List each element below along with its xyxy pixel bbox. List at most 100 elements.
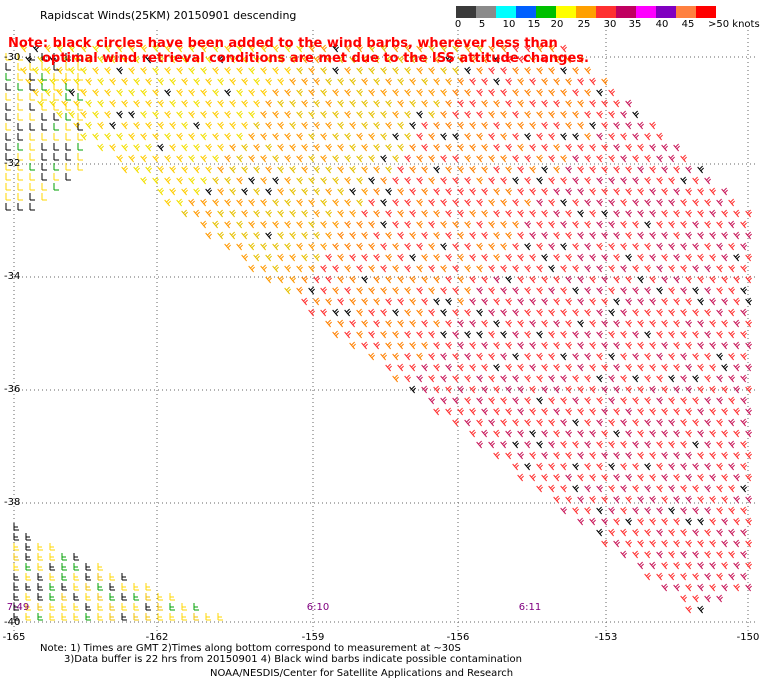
wind-barb — [176, 66, 183, 75]
wind-barb — [476, 374, 483, 383]
wind-barb — [265, 143, 272, 152]
wind-barb — [248, 88, 255, 97]
wind-barb — [409, 209, 416, 218]
wind-barb — [445, 99, 452, 108]
wind-barb — [740, 550, 747, 559]
wind-barb — [373, 209, 380, 218]
wind-barb — [169, 187, 176, 196]
wind-barb — [613, 143, 620, 152]
wind-barb — [133, 593, 139, 601]
wind-barb — [248, 198, 255, 207]
wind-barb — [41, 123, 47, 131]
wind-barb — [565, 407, 572, 416]
wind-barb — [296, 154, 303, 163]
wind-barb — [685, 363, 692, 372]
wind-barb — [296, 110, 303, 119]
wind-barb — [673, 209, 680, 218]
wind-barb — [176, 44, 183, 53]
wind-barb — [217, 77, 224, 86]
wind-barb — [181, 187, 188, 196]
wind-barb — [440, 330, 447, 339]
wind-barb — [512, 110, 519, 119]
wind-barb — [37, 553, 43, 561]
wind-barb — [668, 550, 675, 559]
wind-barb — [644, 572, 651, 581]
wind-barb — [709, 319, 716, 328]
wind-barb — [188, 132, 195, 141]
wind-barb — [320, 308, 327, 317]
wind-barb — [404, 330, 411, 339]
wind-barb — [356, 242, 363, 251]
wind-barb — [644, 176, 651, 185]
wind-barb — [433, 407, 440, 416]
wind-barb — [625, 385, 632, 394]
wind-barb — [464, 176, 471, 185]
wind-barb — [548, 44, 555, 53]
wind-barb — [529, 209, 536, 218]
wind-barb — [373, 165, 380, 174]
wind-barb — [709, 429, 716, 438]
wind-barb — [668, 308, 675, 317]
wind-barb — [572, 220, 579, 229]
wind-barb — [565, 319, 572, 328]
wind-barb — [277, 143, 284, 152]
wind-barb — [572, 198, 579, 207]
wind-barb — [517, 209, 524, 218]
wind-barb — [541, 275, 548, 284]
wind-barb — [260, 88, 267, 97]
wind-barb — [128, 154, 135, 163]
wind-barb — [145, 55, 152, 64]
wind-barb — [77, 163, 83, 171]
wind-barb — [512, 264, 519, 273]
wind-barb — [205, 55, 212, 64]
wind-barb — [685, 341, 692, 350]
wind-barb — [325, 187, 332, 196]
wind-barb — [668, 176, 675, 185]
wind-barb — [368, 154, 375, 163]
wind-barb — [632, 220, 639, 229]
wind-barb — [680, 418, 687, 427]
wind-barb — [421, 55, 428, 64]
wind-barb — [440, 242, 447, 251]
wind-barb — [596, 396, 603, 405]
wind-barb — [560, 198, 567, 207]
wind-barb — [344, 132, 351, 141]
wind-barb — [133, 143, 140, 152]
wind-barb — [452, 374, 459, 383]
wind-barb — [476, 440, 483, 449]
wind-barb — [469, 341, 476, 350]
wind-barb — [560, 242, 567, 251]
wind-barb — [53, 93, 59, 101]
wind-barb — [404, 242, 411, 251]
wind-barb — [565, 253, 572, 262]
wind-barb — [661, 363, 668, 372]
wind-barb — [577, 165, 584, 174]
wind-barb — [61, 613, 67, 621]
wind-barb — [661, 297, 668, 306]
wind-barb — [536, 198, 543, 207]
wind-barb — [349, 165, 356, 174]
wind-barb — [325, 275, 332, 284]
wind-barb — [625, 297, 632, 306]
wind-barb — [553, 77, 560, 86]
wind-barb — [404, 154, 411, 163]
wind-barb — [385, 187, 392, 196]
wind-barb — [637, 165, 644, 174]
wind-barb — [445, 165, 452, 174]
wind-barb — [476, 308, 483, 317]
wind-barb — [265, 231, 272, 240]
wind-barb — [524, 264, 531, 273]
wind-barb — [517, 121, 524, 130]
wind-barb — [548, 154, 555, 163]
wind-barb — [404, 88, 411, 97]
wind-barb — [716, 352, 723, 361]
wind-barb — [469, 121, 476, 130]
wind-barb — [200, 44, 207, 53]
wind-barb — [337, 319, 344, 328]
wind-barb — [500, 110, 507, 119]
wind-barb — [121, 593, 127, 601]
wind-barb — [37, 573, 43, 581]
wind-barb — [493, 253, 500, 262]
wind-barb — [548, 132, 555, 141]
wind-barb — [277, 99, 284, 108]
